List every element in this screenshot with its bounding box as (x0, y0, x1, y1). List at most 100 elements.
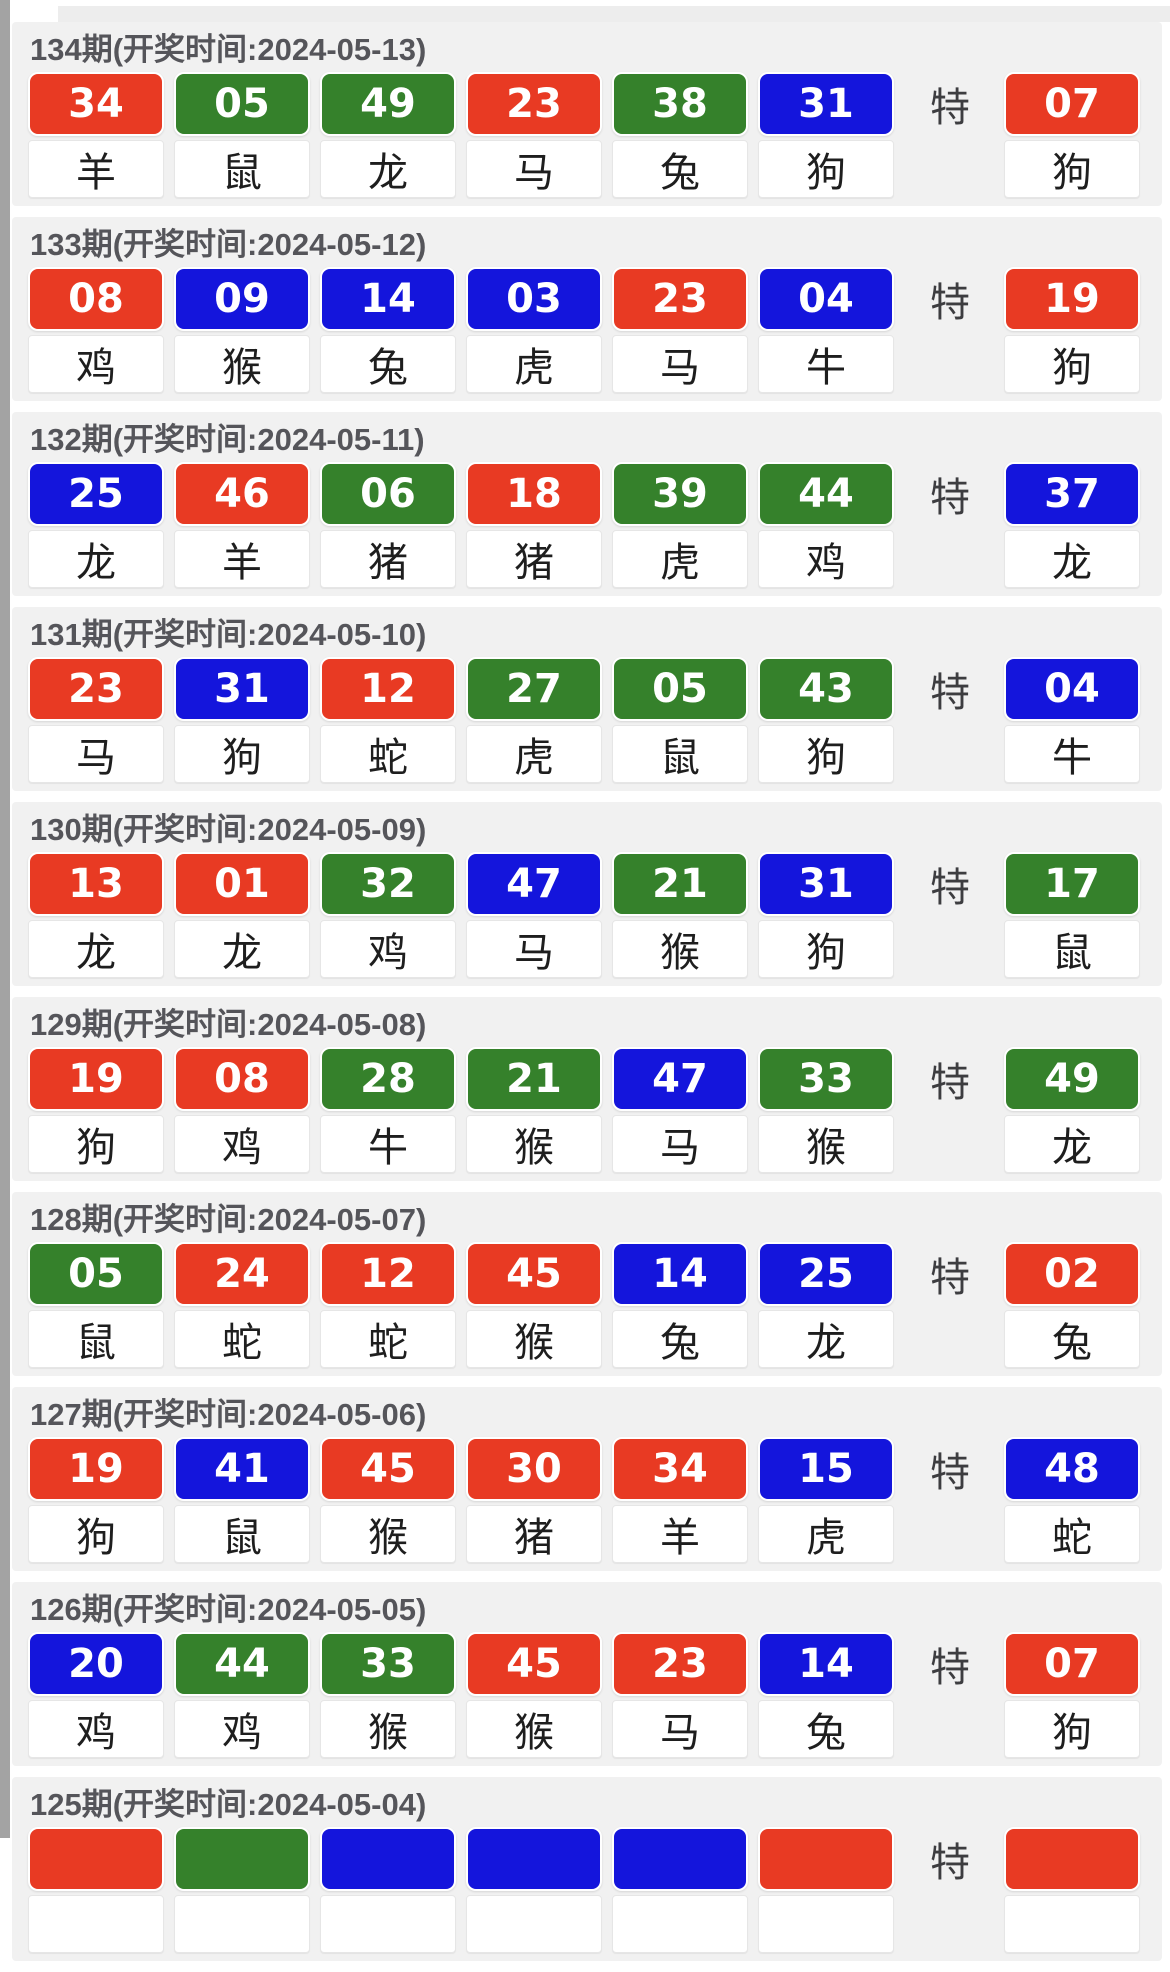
ball-number: 05 (612, 657, 748, 721)
ball-number: 44 (758, 462, 894, 526)
zodiac-box: 猴 (174, 335, 310, 393)
ball-column (320, 1827, 456, 1953)
zodiac-label: 羊 (222, 541, 262, 585)
ball-column: 30 猪 (466, 1437, 602, 1563)
ball-column: 06 猪 (320, 462, 456, 588)
zodiac-box: 猪 (320, 530, 456, 588)
ball-number: 08 (28, 267, 164, 331)
zodiac-box: 羊 (612, 1505, 748, 1563)
ball-column: 37 龙 (1004, 462, 1140, 588)
draw-result-block: 134期(开奖时间:2024-05-13) 34 羊 05 鼠 49 龙 23 … (12, 22, 1162, 206)
ball-column: 23 马 (612, 1632, 748, 1758)
zodiac-label: 狗 (1052, 1711, 1092, 1755)
ball-column: 23 马 (466, 72, 602, 198)
ball-column: 05 鼠 (28, 1242, 164, 1368)
special-slot: 48 蛇 (1004, 1437, 1140, 1563)
zodiac-label: 龙 (806, 1321, 846, 1365)
zodiac-label: 羊 (76, 151, 116, 195)
zodiac-label: 狗 (806, 736, 846, 780)
draw-header: 129期(开奖时间:2024-05-08) (30, 1007, 427, 1042)
ball-number: 15 (758, 1437, 894, 1501)
ball-number: 47 (612, 1047, 748, 1111)
zodiac-box: 马 (466, 920, 602, 978)
zodiac-label: 猴 (514, 1321, 554, 1365)
zodiac-label: 狗 (76, 1516, 116, 1560)
zodiac-label: 鼠 (660, 736, 700, 780)
zodiac-label: 马 (76, 736, 116, 780)
ball-number: 49 (1004, 1047, 1140, 1111)
zodiac-box (612, 1895, 748, 1953)
balls-row: 19 狗 08 鸡 28 牛 21 猴 47 马 33 猴 特 (28, 1047, 1162, 1173)
ball-column: 17 鼠 (1004, 852, 1140, 978)
zodiac-box: 蛇 (1004, 1505, 1140, 1563)
ball-number: 02 (1004, 1242, 1140, 1306)
draw-result-block: 126期(开奖时间:2024-05-05) 20 鸡 44 鸡 33 猴 45 … (12, 1582, 1162, 1766)
ball-number: 14 (758, 1632, 894, 1696)
zodiac-box: 猪 (466, 1505, 602, 1563)
zodiac-label: 鼠 (222, 1516, 262, 1560)
zodiac-label: 鼠 (1052, 931, 1092, 975)
ball-number: 09 (174, 267, 310, 331)
ball-number: 23 (612, 267, 748, 331)
ball-number: 46 (174, 462, 310, 526)
zodiac-label: 鸡 (806, 541, 846, 585)
zodiac-label: 马 (514, 931, 554, 975)
balls-row: 20 鸡 44 鸡 33 猴 45 猴 23 马 14 兔 特 (28, 1632, 1162, 1758)
special-marker-label: 特 (930, 1061, 970, 1105)
zodiac-label: 羊 (660, 1516, 700, 1560)
special-slot: 19 狗 (1004, 267, 1140, 393)
zodiac-label: 蛇 (222, 1321, 262, 1365)
ball-number: 07 (1004, 72, 1140, 136)
ball-number: 27 (466, 657, 602, 721)
ball-number: 14 (612, 1242, 748, 1306)
draw-result-block: 129期(开奖时间:2024-05-08) 19 狗 08 鸡 28 牛 21 … (12, 997, 1162, 1181)
zodiac-box: 蛇 (320, 1310, 456, 1368)
ball-number: 01 (174, 852, 310, 916)
ball-column: 39 虎 (612, 462, 748, 588)
zodiac-label: 猪 (368, 541, 408, 585)
ball-number: 49 (320, 72, 456, 136)
ball-number: 34 (612, 1437, 748, 1501)
zodiac-box: 马 (612, 1700, 748, 1758)
zodiac-label: 龙 (1052, 1126, 1092, 1170)
zodiac-box: 虎 (466, 335, 602, 393)
zodiac-label: 兔 (660, 1321, 700, 1365)
ball-column: 25 龙 (758, 1242, 894, 1368)
zodiac-box: 兔 (320, 335, 456, 393)
zodiac-label: 狗 (806, 151, 846, 195)
draw-header: 127期(开奖时间:2024-05-06) (30, 1397, 427, 1432)
ball-column: 27 虎 (466, 657, 602, 783)
ball-column: 15 虎 (758, 1437, 894, 1563)
ball-number: 04 (1004, 657, 1140, 721)
zodiac-box: 兔 (612, 1310, 748, 1368)
ball-number (28, 1827, 164, 1891)
zodiac-box: 猴 (466, 1700, 602, 1758)
zodiac-label: 狗 (76, 1126, 116, 1170)
ball-column: 38 兔 (612, 72, 748, 198)
ball-column: 13 龙 (28, 852, 164, 978)
zodiac-box: 虎 (612, 530, 748, 588)
draw-result-block: 128期(开奖时间:2024-05-07) 05 鼠 24 蛇 12 蛇 45 … (12, 1192, 1162, 1376)
special-slot: 17 鼠 (1004, 852, 1140, 978)
draw-header: 128期(开奖时间:2024-05-07) (30, 1202, 427, 1237)
ball-number: 23 (612, 1632, 748, 1696)
special-marker-label: 特 (930, 476, 970, 520)
zodiac-box: 羊 (28, 140, 164, 198)
ball-number: 31 (758, 852, 894, 916)
special-marker-label: 特 (930, 1646, 970, 1690)
ball-column: 32 鸡 (320, 852, 456, 978)
ball-number: 44 (174, 1632, 310, 1696)
ball-number (758, 1827, 894, 1891)
zodiac-box (466, 1895, 602, 1953)
zodiac-label: 鸡 (76, 346, 116, 390)
zodiac-box: 羊 (174, 530, 310, 588)
zodiac-label: 鸡 (222, 1126, 262, 1170)
zodiac-box: 鸡 (28, 1700, 164, 1758)
zodiac-box (1004, 1895, 1140, 1953)
zodiac-label: 猪 (514, 1516, 554, 1560)
zodiac-label: 龙 (76, 541, 116, 585)
ball-column: 23 马 (612, 267, 748, 393)
zodiac-label: 龙 (1052, 541, 1092, 585)
ball-number: 24 (174, 1242, 310, 1306)
ball-column: 47 马 (466, 852, 602, 978)
